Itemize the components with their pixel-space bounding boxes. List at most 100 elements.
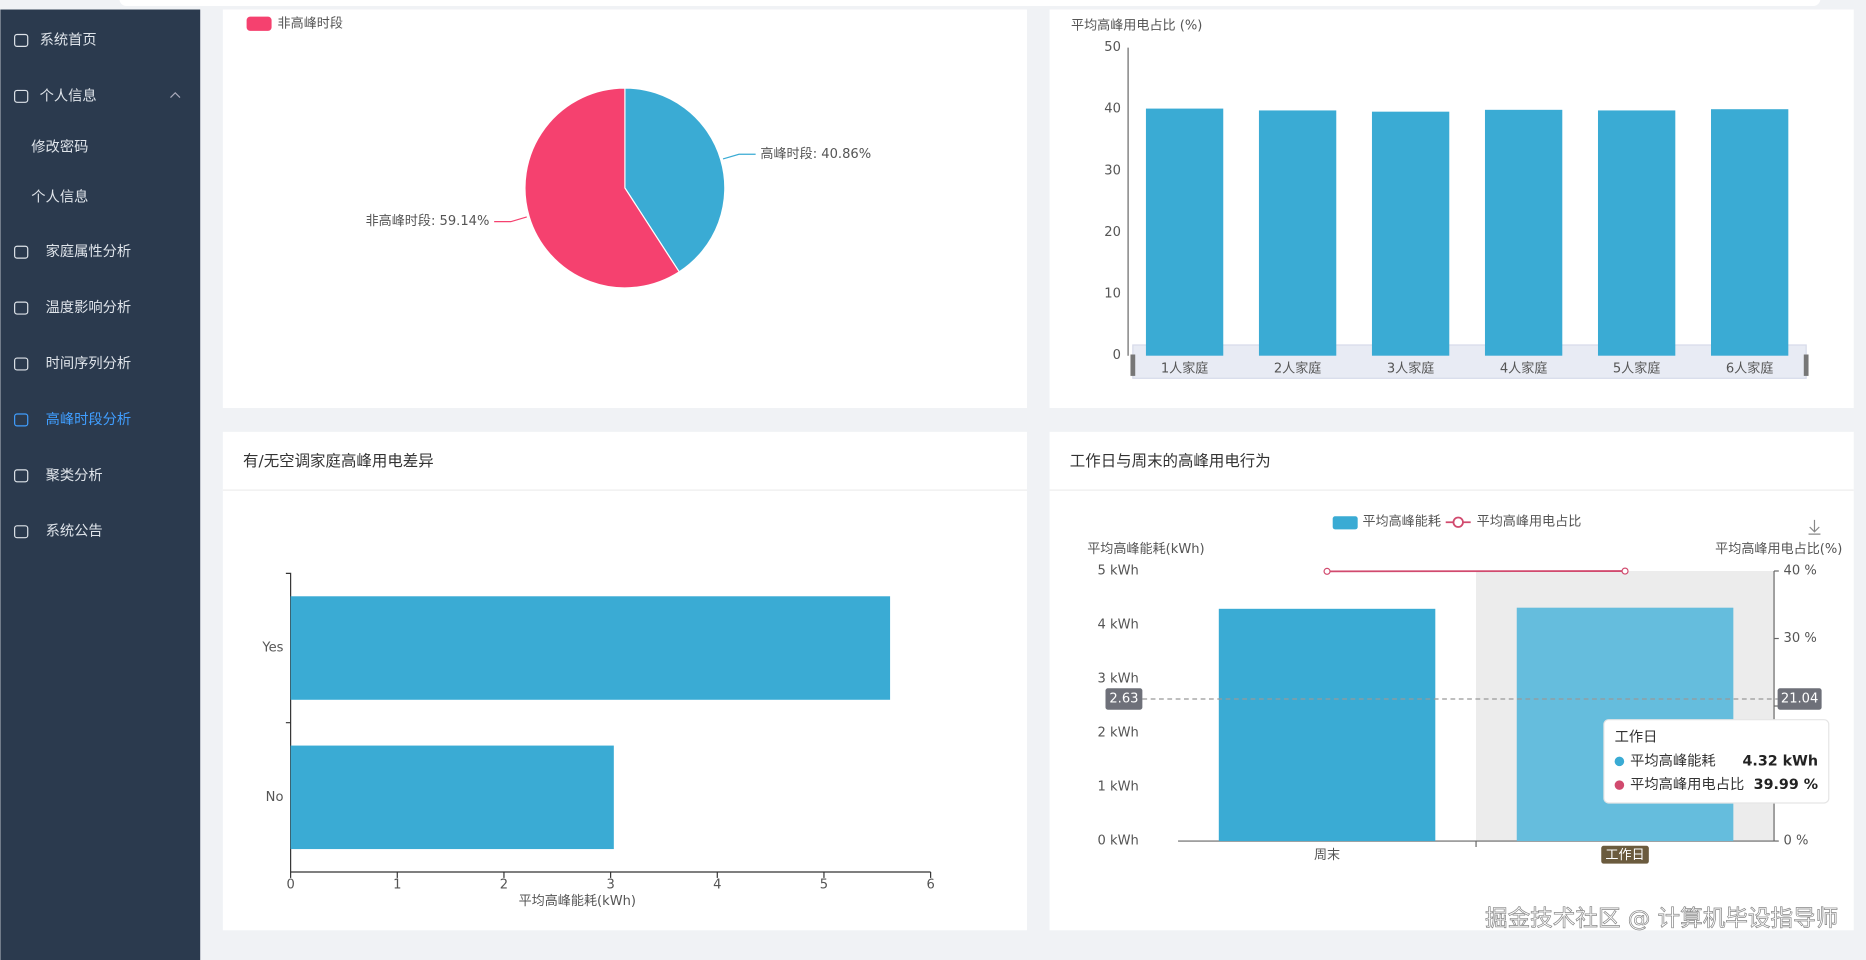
menu-item[interactable]: 聚类分析 bbox=[46, 467, 103, 484]
y-tick-label: Yes bbox=[261, 641, 283, 656]
x-tick-label: 6人家庭 bbox=[1726, 359, 1774, 376]
tooltip-dot bbox=[1614, 780, 1625, 790]
pointer-label: 21.04 bbox=[1781, 692, 1818, 707]
bar bbox=[1258, 110, 1337, 356]
y2-tick-label: 40 % bbox=[1784, 564, 1817, 579]
tooltip-dot bbox=[1614, 756, 1625, 767]
pointer-box bbox=[1777, 688, 1822, 710]
y-tick-label: 2 kWh bbox=[1098, 726, 1139, 741]
menu-icon bbox=[14, 301, 29, 315]
legend-label: 非高峰时段 bbox=[278, 14, 343, 31]
menu-item[interactable]: 时间序列分析 bbox=[46, 355, 132, 372]
menu-caret bbox=[170, 91, 181, 98]
y-tick-label: 1 kWh bbox=[1098, 780, 1139, 795]
data-label: 高峰时段: 40.86% bbox=[760, 145, 871, 162]
legend-marker bbox=[1452, 516, 1464, 528]
x-tick-label: 1 bbox=[393, 878, 401, 893]
zoom-handle bbox=[1803, 354, 1809, 376]
bar bbox=[290, 596, 891, 700]
y-tick-label: 0 kWh bbox=[1098, 834, 1139, 849]
bar bbox=[1597, 110, 1676, 356]
bar bbox=[290, 745, 614, 850]
bar bbox=[1484, 109, 1563, 356]
y-tick-label: No bbox=[266, 790, 284, 805]
x-tick-label: 4 bbox=[713, 878, 721, 893]
y-tick-label: 20 bbox=[1104, 225, 1121, 240]
bar bbox=[1145, 108, 1224, 356]
pointer-box bbox=[1105, 688, 1143, 710]
tooltip bbox=[1603, 719, 1830, 804]
x-tick-label: 5人家庭 bbox=[1613, 359, 1661, 376]
tooltip-value: 4.32 kWh bbox=[1743, 753, 1819, 769]
legend-swatch bbox=[246, 16, 272, 31]
menu-item[interactable]: 家庭属性分析 bbox=[46, 243, 132, 260]
x-tick-label: 2人家庭 bbox=[1274, 359, 1322, 376]
watermark: 掘金技术社区 @ 计算机毕设指导师 bbox=[1485, 906, 1838, 932]
card-title: 有/无空调家庭高峰用电差异 bbox=[243, 452, 434, 470]
y-tick-label: 10 bbox=[1104, 287, 1121, 302]
download-icon[interactable] bbox=[1808, 519, 1821, 535]
x-tick-label: 0 bbox=[286, 878, 294, 893]
line-point bbox=[1621, 567, 1629, 575]
menu-item[interactable]: 个人信息 bbox=[40, 87, 97, 104]
tooltip-name: 平均高峰用电占比 bbox=[1630, 776, 1744, 793]
menu-icon bbox=[14, 357, 29, 371]
label-line bbox=[494, 216, 527, 223]
label-line bbox=[722, 153, 756, 160]
tooltip-name: 平均高峰能耗 bbox=[1630, 752, 1716, 769]
menu-item[interactable]: 系统公告 bbox=[46, 523, 103, 540]
menu-icon bbox=[14, 89, 29, 103]
y-tick-label: 3 kWh bbox=[1098, 672, 1139, 687]
y2-axis-label: 平均高峰用电占比(%) bbox=[1715, 540, 1842, 557]
tooltip-title: 工作日 bbox=[1615, 729, 1658, 746]
line-point bbox=[1323, 567, 1331, 575]
y-tick-label: 4 kWh bbox=[1098, 618, 1139, 633]
x-tick-label: 3人家庭 bbox=[1387, 359, 1435, 376]
data-label: 非高峰时段: 59.14% bbox=[366, 212, 490, 229]
menu-item[interactable]: 修改密码 bbox=[31, 139, 88, 156]
x-tick-label: 2 bbox=[500, 878, 508, 893]
tooltip-value: 39.99 % bbox=[1754, 777, 1818, 793]
x-axis-label: 平均高峰能耗(kWh) bbox=[519, 892, 636, 909]
y-tick-label: 30 bbox=[1104, 163, 1121, 178]
y-axis-label: 平均高峰能耗(kWh) bbox=[1087, 540, 1204, 557]
y-tick-label: 40 bbox=[1104, 102, 1121, 117]
pie-slice bbox=[524, 87, 681, 289]
bar bbox=[1371, 111, 1450, 356]
y-axis-label: 平均高峰用电占比 (%) bbox=[1071, 17, 1202, 34]
x-tick-label: 工作日 bbox=[1605, 847, 1644, 863]
zoom-slider bbox=[1132, 344, 1807, 379]
y2-tick-label: 0 % bbox=[1784, 834, 1809, 849]
menu-icon bbox=[14, 245, 29, 259]
sidebar bbox=[0, 9, 201, 960]
menu-item[interactable]: 个人信息 bbox=[31, 188, 88, 205]
menu-icon bbox=[14, 525, 29, 539]
top-bar bbox=[119, 0, 1821, 6]
zoom-handle bbox=[1130, 354, 1136, 376]
menu-icon bbox=[14, 33, 29, 47]
legend-swatch bbox=[1332, 516, 1358, 530]
menu-item[interactable]: 系统首页 bbox=[40, 31, 97, 48]
menu-icon bbox=[14, 413, 29, 427]
y2-tick-label: 30 % bbox=[1784, 631, 1817, 646]
y-tick-label: 5 kWh bbox=[1098, 564, 1139, 579]
pointer-label: 2.63 bbox=[1109, 692, 1138, 707]
y-tick-label: 0 bbox=[1113, 348, 1121, 363]
x-tick-label: 6 bbox=[926, 878, 934, 893]
menu-item[interactable]: 高峰时段分析 bbox=[46, 411, 132, 428]
bar bbox=[1218, 608, 1436, 842]
bar bbox=[1710, 109, 1789, 356]
x-tick-label: 周末 bbox=[1314, 847, 1340, 863]
legend-label: 平均高峰用电占比 bbox=[1477, 513, 1582, 530]
x-tick-label: 3 bbox=[606, 878, 614, 893]
x-tick-label: 5 bbox=[820, 878, 828, 893]
menu-item[interactable]: 温度影响分析 bbox=[46, 299, 132, 316]
x-tick-label: 4人家庭 bbox=[1500, 359, 1548, 376]
x-pointer-box bbox=[1601, 845, 1649, 864]
card-title: 工作日与周末的高峰用电行为 bbox=[1070, 452, 1271, 470]
x-tick-label: 1人家庭 bbox=[1161, 359, 1209, 376]
y-tick-label: 50 bbox=[1104, 40, 1121, 55]
menu-icon bbox=[14, 469, 29, 483]
